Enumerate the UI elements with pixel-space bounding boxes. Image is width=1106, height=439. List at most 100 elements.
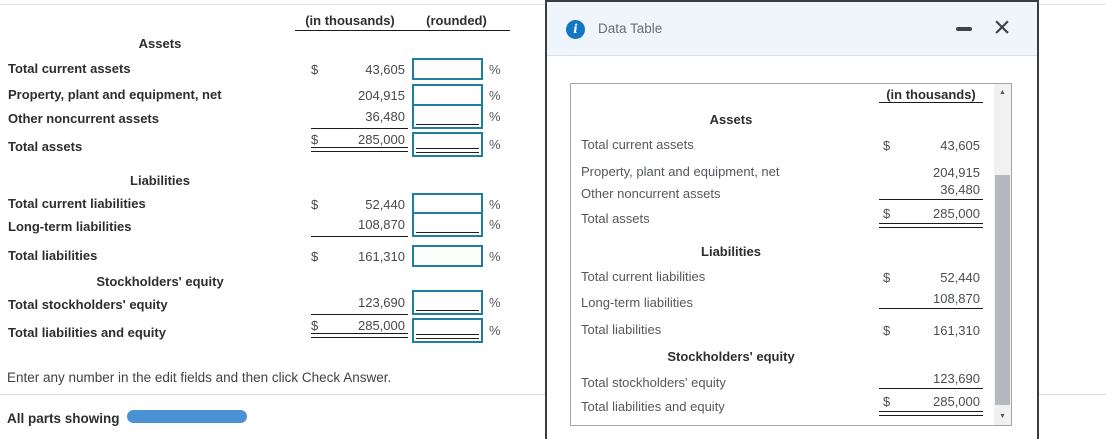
dollar-sign: $ bbox=[883, 394, 891, 409]
scrollbar[interactable]: ▲ ▼ bbox=[994, 84, 1011, 425]
amount-value: 204,915 bbox=[358, 87, 405, 103]
amount-value: 123,690 bbox=[358, 294, 405, 310]
dollar-sign: $ bbox=[883, 269, 891, 285]
table-row: Property, plant and equipment, net 204,9… bbox=[571, 162, 991, 182]
amount-value: 285,000 bbox=[933, 394, 980, 409]
row-label: Total liabilities and equity bbox=[8, 325, 166, 340]
amount-cell: $161,310 bbox=[879, 320, 983, 340]
amount-cell: $52,440 bbox=[879, 267, 983, 287]
row-label: Total assets bbox=[581, 211, 650, 226]
amount-value: 52,440 bbox=[940, 269, 980, 285]
scroll-down-icon[interactable]: ▼ bbox=[999, 413, 1006, 420]
dollar-sign: $ bbox=[311, 132, 319, 147]
percent-input-wrap bbox=[412, 290, 483, 315]
amount-cell: 36,480 bbox=[879, 180, 983, 200]
table-row: Long-term liabilities 108,870 bbox=[571, 289, 991, 310]
amount-cell: 108,870 bbox=[879, 289, 983, 309]
row-label: Total current liabilities bbox=[581, 269, 706, 284]
amount-value: 285,000 bbox=[358, 318, 405, 333]
percent-input-wrap bbox=[412, 318, 483, 343]
amount-cell: 204,915 bbox=[311, 84, 408, 106]
amount-cell: 123,690 bbox=[879, 369, 983, 389]
table-row: Total liabilities $161,310 % bbox=[0, 245, 520, 267]
percent-input-total-current-assets[interactable] bbox=[412, 58, 483, 80]
table-row: Total liabilities and equity $285,000 % bbox=[0, 318, 520, 343]
section-heading-assets: Assets bbox=[138, 36, 182, 51]
amount-value: 285,000 bbox=[358, 132, 405, 147]
amount-value: 108,870 bbox=[358, 216, 405, 232]
data-table-container: (in thousands) Assets Total current asse… bbox=[570, 83, 1012, 426]
column-header-in-thousands: (in thousands) bbox=[879, 86, 983, 103]
scrollbar-thumb[interactable] bbox=[995, 175, 1010, 405]
percent-input-total-liabilities-and-equity[interactable] bbox=[412, 318, 483, 343]
percent-input-total-stockholders-equity[interactable] bbox=[412, 290, 483, 315]
percent-input-total-assets[interactable] bbox=[412, 132, 483, 157]
dollar-sign: $ bbox=[883, 137, 891, 153]
section-heading-liabilities: Liabilities bbox=[701, 244, 761, 259]
table-row: Other noncurrent assets 36,480 % bbox=[0, 104, 520, 129]
amount-value: 52,440 bbox=[365, 196, 405, 212]
amount-value: 43,605 bbox=[940, 137, 980, 153]
row-label: Total stockholders' equity bbox=[8, 297, 168, 312]
header-underline bbox=[295, 30, 510, 31]
row-label: Long-term liabilities bbox=[581, 295, 693, 310]
section-heading-assets: Assets bbox=[709, 112, 753, 127]
amount-value: 161,310 bbox=[933, 322, 980, 338]
amount-value: 43,605 bbox=[365, 61, 405, 77]
percent-input-wrap bbox=[412, 104, 483, 129]
popup-titlebar[interactable]: i Data Table × bbox=[547, 2, 1037, 56]
row-label: Total liabilities bbox=[8, 248, 98, 263]
dollar-sign: $ bbox=[883, 206, 891, 221]
section-heading-liabilities: Liabilities bbox=[130, 173, 190, 188]
amount-cell: $52,440 bbox=[311, 193, 408, 215]
minimize-button[interactable] bbox=[952, 20, 976, 38]
popup-body: (in thousands) Assets Total current asse… bbox=[547, 59, 1037, 439]
percent-sign: % bbox=[489, 248, 501, 264]
percent-input-ppe-net[interactable] bbox=[412, 84, 483, 106]
table-row: Total stockholders' equity 123,690 % bbox=[0, 290, 520, 315]
percent-input-long-term-liabilities[interactable] bbox=[412, 212, 483, 237]
percent-sign: % bbox=[489, 323, 501, 338]
row-label: Long-term liabilities bbox=[8, 219, 132, 234]
table-row: Total stockholders' equity 123,690 bbox=[571, 369, 991, 390]
info-icon: i bbox=[566, 20, 585, 39]
percent-input-wrap bbox=[412, 132, 483, 157]
dollar-sign: $ bbox=[311, 61, 319, 77]
row-label: Property, plant and equipment, net bbox=[8, 87, 222, 102]
amount-cell: $43,605 bbox=[311, 58, 408, 80]
row-label: Property, plant and equipment, net bbox=[581, 164, 780, 179]
dollar-sign: $ bbox=[311, 318, 319, 333]
close-button[interactable]: × bbox=[993, 11, 1011, 44]
scroll-up-icon[interactable]: ▲ bbox=[999, 89, 1006, 96]
column-header-rounded: (rounded) bbox=[426, 13, 487, 28]
table-row: Total current liabilities $52,440 bbox=[571, 267, 991, 287]
table-row: Total current liabilities $52,440 % bbox=[0, 193, 520, 215]
amount-value: 36,480 bbox=[940, 182, 980, 197]
amount-value: 108,870 bbox=[933, 291, 980, 306]
row-label: Other noncurrent assets bbox=[581, 186, 721, 201]
row-label: Other noncurrent assets bbox=[8, 111, 159, 126]
table-row: Total liabilities $161,310 bbox=[571, 320, 991, 340]
data-table: (in thousands) Assets Total current asse… bbox=[571, 84, 994, 425]
balance-sheet-worksheet: (in thousands) (rounded) Assets Total cu… bbox=[0, 0, 545, 439]
table-row: Total current assets $43,605 % bbox=[0, 58, 520, 80]
percent-input-wrap bbox=[412, 245, 483, 267]
amount-cell: 204,915 bbox=[879, 162, 983, 182]
amount-value: 285,000 bbox=[933, 206, 980, 221]
percent-sign: % bbox=[489, 87, 501, 103]
amount-cell: 36,480 bbox=[311, 104, 408, 129]
table-row: Property, plant and equipment, net 204,9… bbox=[0, 84, 520, 106]
amount-value: 123,690 bbox=[933, 371, 980, 386]
minimize-icon bbox=[956, 27, 972, 31]
percent-input-other-noncurrent-assets[interactable] bbox=[412, 104, 483, 129]
section-heading-stockholders-equity: Stockholders' equity bbox=[667, 349, 795, 364]
percent-input-wrap bbox=[412, 212, 483, 237]
percent-sign: % bbox=[489, 217, 501, 232]
status-label: All parts showing bbox=[7, 411, 120, 426]
section-heading-stockholders-equity: Stockholders' equity bbox=[96, 274, 224, 289]
table-row: Total liabilities and equity $285,000 bbox=[571, 392, 991, 416]
row-label: Total current assets bbox=[8, 61, 131, 76]
amount-cell: $285,000 bbox=[311, 132, 408, 152]
percent-input-total-liabilities[interactable] bbox=[412, 245, 483, 267]
